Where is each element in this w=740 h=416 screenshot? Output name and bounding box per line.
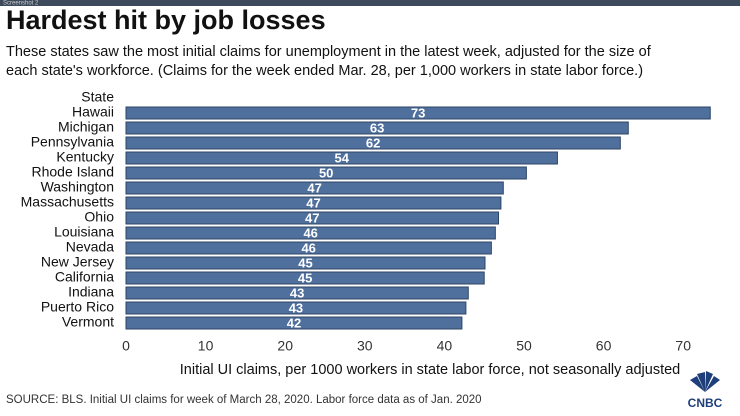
bar xyxy=(125,256,486,270)
data-label: 46 xyxy=(303,225,317,240)
bar xyxy=(125,286,469,300)
subtitle: These states saw the most initial claims… xyxy=(6,44,652,60)
y-tick-label: New Jersey xyxy=(41,254,114,270)
logo: CNBC xyxy=(688,371,723,410)
data-label: 43 xyxy=(289,300,303,315)
bar xyxy=(125,316,463,330)
data-label: 46 xyxy=(301,240,315,255)
bar xyxy=(125,211,500,225)
x-tick-label: 60 xyxy=(596,338,612,354)
y-tick-label: Ohio xyxy=(84,209,114,225)
category-axis-label: State xyxy=(81,89,114,105)
y-tick-label: Rhode Island xyxy=(31,164,114,180)
data-label: 73 xyxy=(411,105,425,120)
data-label: 45 xyxy=(298,255,312,270)
y-tick-label: Massachusetts xyxy=(21,194,114,210)
y-tick-label: Kentucky xyxy=(56,149,114,165)
y-tick-label: Indiana xyxy=(68,284,114,300)
bar xyxy=(125,271,485,285)
bar xyxy=(125,226,496,240)
bar xyxy=(125,106,711,120)
y-tick-label: Louisiana xyxy=(54,224,114,240)
bar xyxy=(125,181,504,195)
data-label: 45 xyxy=(298,270,312,285)
data-label: 47 xyxy=(307,180,321,195)
y-tick-label: Pennsylvania xyxy=(31,134,114,150)
x-tick-label: 70 xyxy=(675,338,691,354)
bar xyxy=(125,196,502,210)
y-tick-label: Hawaii xyxy=(72,104,114,120)
x-tick-label: 20 xyxy=(277,338,293,354)
window-title: Screenshot 2 xyxy=(3,1,39,7)
logo-icon xyxy=(690,371,720,392)
bar xyxy=(125,121,629,135)
source: SOURCE: BLS. Initial UI claims for week … xyxy=(6,394,482,406)
y-tick-label: Michigan xyxy=(58,119,114,135)
data-label: 62 xyxy=(366,135,380,150)
data-label: 42 xyxy=(287,315,301,330)
data-label: 47 xyxy=(306,195,320,210)
x-tick-label: 0 xyxy=(122,338,130,354)
bar xyxy=(125,166,527,180)
y-tick-label: Vermont xyxy=(62,314,114,330)
y-tick-label: Washington xyxy=(41,179,114,195)
data-label: 50 xyxy=(319,165,333,180)
data-label: 54 xyxy=(334,150,349,165)
window-bar xyxy=(0,0,740,6)
y-tick-label: Puerto Rico xyxy=(41,299,114,315)
x-tick-label: 10 xyxy=(198,338,214,354)
bar xyxy=(125,151,558,165)
y-tick-label: Nevada xyxy=(66,239,114,255)
data-label: 63 xyxy=(370,120,384,135)
x-tick-label: 40 xyxy=(437,338,453,354)
x-tick-label: 30 xyxy=(357,338,373,354)
data-label: 43 xyxy=(290,285,304,300)
bar xyxy=(125,301,467,315)
chart-title: Hardest hit by job losses xyxy=(6,5,326,35)
bar xyxy=(125,136,621,150)
y-tick-label: California xyxy=(55,269,114,285)
subtitle: each state's workforce. (Claims for the … xyxy=(6,63,643,79)
x-tick-label: 50 xyxy=(516,338,532,354)
data-label: 47 xyxy=(305,210,319,225)
bar xyxy=(125,241,492,255)
x-axis-label: Initial UI claims, per 1000 workers in s… xyxy=(180,362,681,378)
logo-text: CNBC xyxy=(688,396,723,410)
